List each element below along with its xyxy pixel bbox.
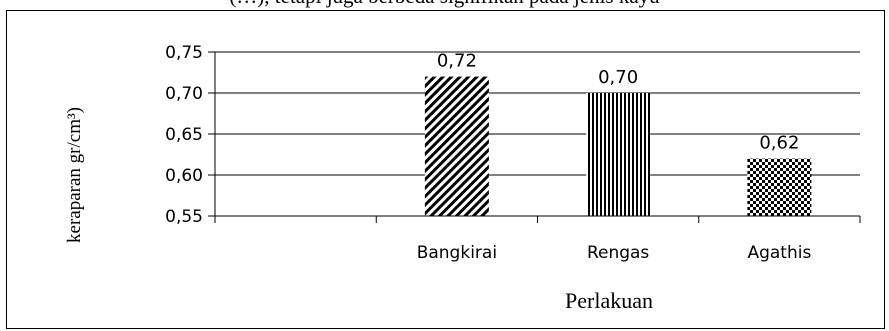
- category-label-agathis: Agathis: [747, 243, 811, 263]
- data-label-bangkirai: 0,72: [437, 51, 477, 72]
- y-tick-label: 0,55: [165, 207, 203, 227]
- category-label-rengas: Rengas: [587, 243, 649, 263]
- bar-agathis: [747, 158, 812, 216]
- data-label-rengas: 0,70: [598, 67, 638, 88]
- bar-rengas: [586, 93, 651, 216]
- y-tick-label: 0,75: [165, 43, 203, 63]
- top-text-fragment: (…), tetapi juga berbeda signifikan pada…: [0, 0, 889, 8]
- x-axis-title: Perlakuan: [565, 288, 653, 313]
- y-tick-label: 0,60: [165, 166, 203, 186]
- y-axis-title: keraparan gr/cm³): [64, 107, 85, 243]
- bar-bangkirai: [424, 76, 489, 216]
- category-label-bangkirai: Bangkirai: [417, 243, 497, 263]
- y-tick-label: 0,70: [165, 84, 203, 104]
- y-tick-label: 0,65: [165, 125, 203, 145]
- data-label-agathis: 0,62: [759, 133, 799, 154]
